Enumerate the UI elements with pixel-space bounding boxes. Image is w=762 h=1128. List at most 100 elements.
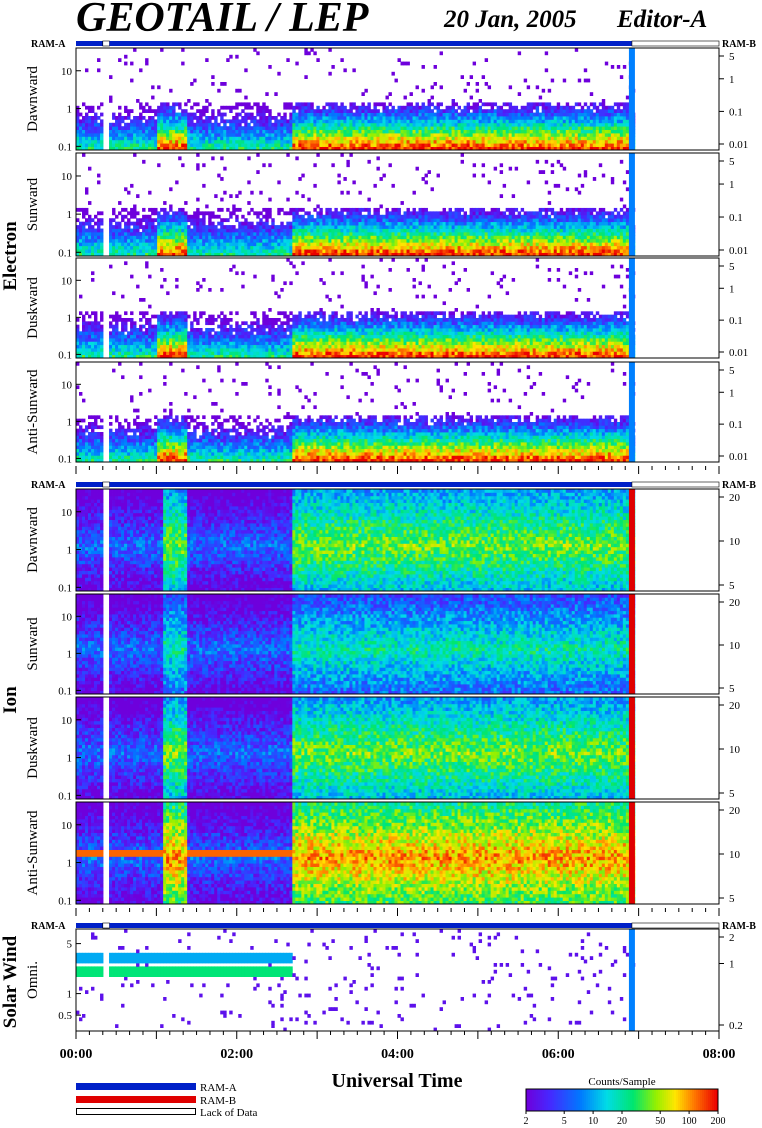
group-label-electron: Electron <box>0 221 21 291</box>
left-tick-label: 10 <box>61 171 73 183</box>
panel-electron-sunward: 0.1 1 10 0.01 0.1 1 5 Sunward <box>25 152 748 259</box>
editor-label: Editor-A <box>616 6 707 33</box>
group-label-solar-wind: Solar Wind <box>0 935 21 1028</box>
right-tick-label: 0.1 <box>729 419 743 431</box>
colorbar-tick-label: 200 <box>711 1116 726 1127</box>
left-tick-label: 0.1 <box>58 247 72 259</box>
x-tick-label: 00:00 <box>60 1047 93 1062</box>
right-tick-label: 5 <box>729 893 735 905</box>
right-tick-label: 1 <box>729 74 735 86</box>
panel-ion-duskward: 0.1 1 10 5 10 20 Duskward <box>25 696 741 802</box>
panel-direction-label: Sunward <box>25 617 41 671</box>
right-tick-label: 2 <box>729 932 735 944</box>
right-tick-label: 0.1 <box>729 106 743 118</box>
x-axis-title: Universal Time <box>332 1070 463 1092</box>
left-tick-label: 1 <box>67 416 73 428</box>
left-tick-label: 1 <box>67 209 73 221</box>
colorbar-tick-label: 2 <box>524 1116 529 1127</box>
status-label-ram-b: RAM-B <box>722 921 756 932</box>
right-tick-label: 20 <box>729 805 741 817</box>
legend-swatch-ram-b <box>76 1096 196 1103</box>
page-title: GEOTAIL / LEP <box>76 0 369 41</box>
status-bar: RAM-A RAM-B <box>31 480 756 491</box>
panel-direction-label: Dawnward <box>25 507 41 573</box>
panel-frame <box>75 488 720 592</box>
x-tick-label: 04:00 <box>381 1047 414 1062</box>
right-tick-label: 0.01 <box>729 451 748 463</box>
right-tick-label: 5 <box>729 156 735 168</box>
right-tick-label: 0.01 <box>729 139 748 151</box>
right-tick-label: 1 <box>729 179 735 191</box>
status-segment <box>109 923 632 928</box>
right-tick-label: 5 <box>729 261 735 273</box>
status-segment <box>631 481 720 488</box>
panel-ion-sunward: 0.1 1 10 5 10 20 Sunward <box>25 593 741 697</box>
x-tick-label: 06:00 <box>542 1047 575 1062</box>
right-tick-label: 1 <box>729 283 735 295</box>
left-tick-label: 0.1 <box>58 453 72 465</box>
right-tick-label: 20 <box>729 492 741 504</box>
panel-frame <box>75 696 720 800</box>
right-tick-label: 5 <box>729 51 735 63</box>
legend: RAM-A RAM-B Lack of Data <box>76 1082 258 1119</box>
panel-solar-wind-omni-: 0.5 1 5 0.2 1 2 Omni. <box>25 928 743 1032</box>
legend-swatch-lack <box>76 1108 196 1115</box>
right-tick-label: 0.1 <box>729 212 743 224</box>
left-tick-label: 5 <box>67 939 73 951</box>
left-tick-label: 1 <box>67 858 73 870</box>
status-segment <box>631 922 720 929</box>
status-segment <box>102 40 110 47</box>
panel-direction-label: Anti-Sunward <box>25 369 41 454</box>
panel-electron-dawnward: 0.1 1 10 0.01 0.1 1 5 Dawnward <box>25 47 748 153</box>
status-label-ram-a: RAM-A <box>31 39 66 50</box>
left-tick-label: 0.1 <box>58 141 72 153</box>
right-tick-label: 5 <box>729 580 735 592</box>
status-bar: RAM-A RAM-B <box>31 921 756 932</box>
panel-frame <box>75 361 720 463</box>
colorbar-tick-label: 10 <box>588 1116 598 1127</box>
status-label-ram-b: RAM-B <box>722 39 756 50</box>
right-tick-label: 20 <box>729 700 741 712</box>
left-tick-label: 1 <box>67 753 73 765</box>
colorbar-tick-label: 5 <box>562 1116 567 1127</box>
panel-electron-anti-sunward: 0.1 1 10 0.01 0.1 1 5 Anti-Sunward <box>25 361 748 465</box>
left-tick-label: 1 <box>67 989 73 1001</box>
status-segment <box>102 922 110 929</box>
panel-frame <box>75 257 720 359</box>
left-tick-label: 1 <box>67 545 73 557</box>
group-labels: Electron Ion Solar Wind <box>0 221 21 1028</box>
left-tick-label: 0.1 <box>58 790 72 802</box>
right-tick-label: 0.1 <box>729 315 743 327</box>
colorbar-tick-label: 20 <box>617 1116 627 1127</box>
legend-label-lack: Lack of Data <box>200 1107 258 1119</box>
left-tick-label: 0.1 <box>58 349 72 361</box>
status-bars-layer: RAM-A RAM-B RAM-A RAM-B RAM-A RAM-B <box>31 39 756 932</box>
right-tick-label: 10 <box>729 744 741 756</box>
left-tick-label: 1 <box>67 104 73 116</box>
legend-label-ram-b: RAM-B <box>200 1095 236 1107</box>
x-tick-label: 08:00 <box>703 1047 736 1062</box>
right-tick-label: 10 <box>729 640 741 652</box>
panel-frame <box>75 801 720 905</box>
left-tick-label: 10 <box>61 820 73 832</box>
left-tick-label: 0.5 <box>58 1010 72 1022</box>
panels-layer: 0.1 1 10 0.01 0.1 1 5 Dawnward 0.1 1 10 0.01 0.1 1 5 Su… <box>25 47 748 1032</box>
left-tick-label: 0.1 <box>58 685 72 697</box>
right-tick-label: 1 <box>729 958 735 970</box>
panel-direction-label: Anti-Sunward <box>25 810 41 895</box>
left-tick-label: 10 <box>61 275 73 287</box>
colorbar-tick-label: 50 <box>655 1116 665 1127</box>
left-tick-label: 0.1 <box>58 582 72 594</box>
date-label: 20 Jan, 2005 <box>443 6 577 33</box>
status-segment <box>109 41 632 46</box>
right-tick-label: 0.01 <box>729 245 748 257</box>
right-tick-label: 20 <box>729 597 741 609</box>
right-tick-label: 1 <box>729 387 735 399</box>
colorbar-tick-label: 100 <box>682 1116 697 1127</box>
panel-ion-anti-sunward: 0.1 1 10 5 10 20 Anti-Sunward <box>25 801 741 907</box>
left-tick-label: 10 <box>61 379 73 391</box>
left-tick-label: 10 <box>61 507 73 519</box>
panel-frame <box>75 593 720 695</box>
status-label-ram-b: RAM-B <box>722 480 756 491</box>
